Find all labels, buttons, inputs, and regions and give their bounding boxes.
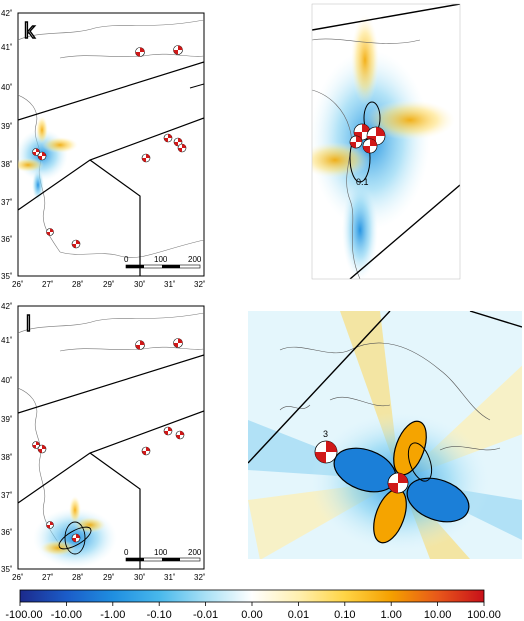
svg-text:26˚: 26˚	[12, 280, 24, 289]
svg-text:41˚: 41˚	[1, 43, 13, 52]
colorbar-tick-label: 0.00	[241, 609, 262, 621]
panel-k-inset: 0.1	[311, 3, 461, 280]
beachball-markers	[32, 338, 185, 543]
scale-label: 0	[124, 548, 129, 557]
svg-text:30˚: 30˚	[134, 280, 146, 289]
scale-label: 100	[154, 548, 168, 557]
colorbar-tick-label: -100.00	[5, 609, 42, 621]
svg-text:39˚: 39˚	[1, 415, 13, 424]
colorbar-tick-label: 0.01	[288, 609, 309, 621]
scale-label: 200	[188, 548, 202, 557]
svg-text:40˚: 40˚	[1, 376, 13, 385]
panel-letter-l: l	[26, 311, 31, 336]
svg-text:31˚: 31˚	[164, 573, 176, 582]
lon-ticks-l: 26˚ 27˚ 28˚ 29˚ 30˚ 31˚ 32˚	[12, 573, 206, 582]
beachball-markers	[349, 123, 386, 154]
svg-text:42˚: 42˚	[1, 9, 13, 18]
colorbar-tick-label: -0.01	[193, 609, 218, 621]
contour-label: 0.1	[356, 177, 369, 187]
colorbar-tick-label: -10.00	[51, 609, 82, 621]
svg-text:30˚: 30˚	[134, 573, 146, 582]
panel-l-map: 0 100 200 l 42˚ 41˚ 40˚ 39˚ 38˚ 37˚ 36˚ …	[1, 302, 206, 582]
event-label: 3	[323, 429, 328, 439]
colorbar-tick-label: -1.00	[100, 609, 125, 621]
coastline	[59, 53, 204, 59]
svg-text:37˚: 37˚	[1, 198, 13, 207]
svg-text:35˚: 35˚	[1, 272, 13, 281]
svg-text:39˚: 39˚	[1, 122, 13, 131]
svg-text:31˚: 31˚	[164, 280, 176, 289]
fault-line	[189, 83, 204, 89]
panel-k-map: 0 100 200 k 42˚ 41˚ 40˚ 39˚ 38˚ 37˚ 36˚ …	[1, 9, 206, 289]
scale-bar: 0 100 200	[124, 255, 202, 269]
panel-letter-k: k	[24, 18, 36, 43]
svg-text:37˚: 37˚	[1, 491, 13, 500]
coastline	[59, 346, 204, 352]
scale-bar: 0 100 200	[124, 548, 202, 562]
svg-text:26˚: 26˚	[12, 573, 24, 582]
svg-text:42˚: 42˚	[1, 302, 13, 311]
lat-ticks-l: 42˚ 41˚ 40˚ 39˚ 38˚ 37˚ 36˚ 35˚	[1, 302, 13, 574]
svg-text:36˚: 36˚	[1, 235, 13, 244]
svg-text:32˚: 32˚	[194, 280, 206, 289]
coastline	[18, 19, 204, 41]
svg-text:28˚: 28˚	[72, 280, 84, 289]
svg-text:32˚: 32˚	[194, 573, 206, 582]
svg-text:35˚: 35˚	[1, 565, 13, 574]
lon-ticks-k: 26˚ 27˚ 28˚ 29˚ 30˚ 31˚ 32˚	[12, 280, 206, 289]
fault-line	[18, 354, 204, 414]
fault-line	[89, 159, 141, 276]
svg-text:38˚: 38˚	[1, 453, 13, 462]
coastline	[18, 387, 61, 546]
coastline	[59, 239, 204, 258]
scale-label: 0	[124, 255, 129, 264]
svg-text:40˚: 40˚	[1, 83, 13, 92]
svg-text:28˚: 28˚	[72, 573, 84, 582]
stress-lobes	[333, 420, 470, 544]
svg-text:27˚: 27˚	[42, 280, 54, 289]
panel-l-inset: 3	[248, 311, 522, 559]
lat-ticks-k: 42˚ 41˚ 40˚ 39˚ 38˚ 37˚ 36˚ 35˚	[1, 9, 13, 281]
fault-line	[312, 4, 460, 31]
colorbar-tick-label: -0.10	[147, 609, 172, 621]
beachball-markers: 3	[314, 429, 409, 494]
svg-text:36˚: 36˚	[1, 528, 13, 537]
svg-text:29˚: 29˚	[103, 280, 115, 289]
colorbar-tick-label: 0.10	[334, 609, 355, 621]
colorbar-ticks: -100.00 -10.00 -1.00 -0.10 -0.01 0.00 0.01 0.10…	[5, 602, 501, 621]
scale-label: 200	[188, 255, 202, 264]
fault-line	[18, 61, 204, 121]
scale-label: 100	[154, 255, 168, 264]
fault-line	[469, 311, 522, 328]
svg-text:29˚: 29˚	[103, 573, 115, 582]
coastline	[18, 312, 204, 334]
colorbar-tick-label: 100.00	[467, 609, 501, 621]
svg-text:41˚: 41˚	[1, 336, 13, 345]
svg-text:38˚: 38˚	[1, 160, 13, 169]
fault-line	[349, 184, 460, 279]
fault-line	[248, 311, 391, 464]
svg-text:27˚: 27˚	[42, 573, 54, 582]
beachball-markers	[32, 45, 187, 249]
fault-line	[89, 452, 141, 569]
colorbar-tick-label: 10.00	[424, 609, 452, 621]
colorbar-tick-label: 1.00	[380, 609, 401, 621]
colorbar: -100.00 -10.00 -1.00 -0.10 -0.01 0.00 0.01 0.10…	[5, 589, 501, 621]
